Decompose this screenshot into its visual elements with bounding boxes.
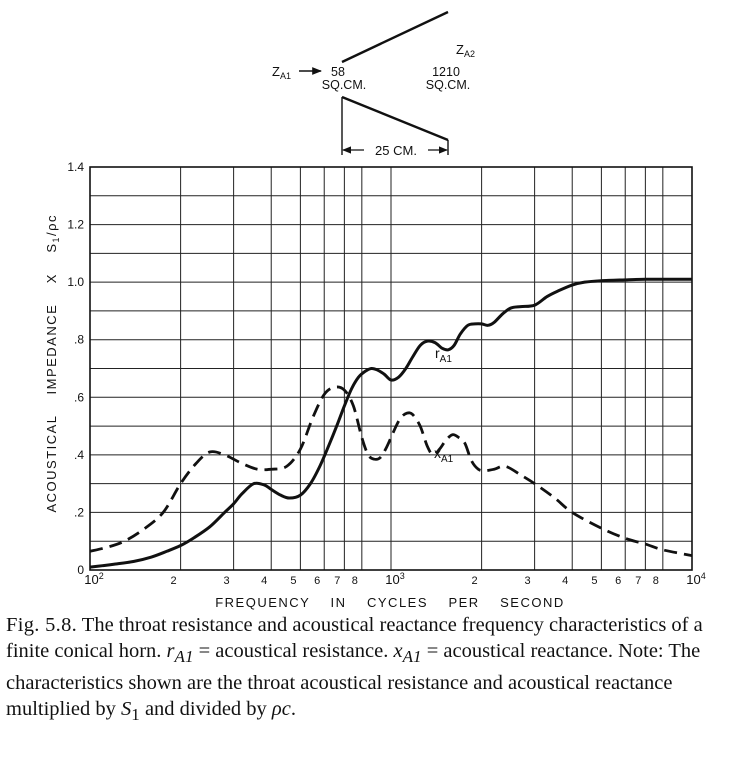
caption-text-1: The throat resistance and acoustical rea… <box>6 614 703 662</box>
x-tick-label-5: 6 <box>314 575 320 587</box>
x-tick-exponent-0: 2 <box>99 571 104 581</box>
throat-area-unit: SQ.CM. <box>322 78 366 92</box>
x-tick-labels: 102 2 3 4 5 6 7 8 103 2 3 4 5 6 7 8 104 <box>84 571 705 587</box>
caption-figure-number: Fig. 5.8. <box>6 614 78 636</box>
y-tick-label-1: .2 <box>74 505 84 519</box>
caption-text-4: and divided by <box>139 698 272 721</box>
mouth-area-unit: SQ.CM. <box>426 78 470 92</box>
caption-r-symbol: r <box>166 640 175 662</box>
x-series-label: xA1 <box>434 445 454 465</box>
mouth-area-value: 1210 <box>432 65 460 79</box>
caption-x-subscript: A1 <box>402 647 422 667</box>
chart-series <box>89 277 693 569</box>
x-tick-label-2: 3 <box>224 575 230 587</box>
x-tick-label-11: 4 <box>562 575 568 587</box>
caption-text-2: = acoustical resistance. <box>193 640 394 662</box>
horn-lower-edge <box>341 95 449 142</box>
figure-caption: Fig. 5.8. The throat resistance and acou… <box>6 612 744 728</box>
horn-diagram: ZA1 ZA2 58 SQ.CM. 1210 SQ.CM. 25 CM. <box>272 10 475 158</box>
x-tick-label-16: 104 <box>686 571 705 587</box>
x-tick-label-1: 2 <box>171 575 177 587</box>
x-tick-label-13: 6 <box>615 575 621 587</box>
series-x-line <box>89 385 693 557</box>
x-tick-label-15: 8 <box>653 575 659 587</box>
caption-pc-symbol: ρc <box>271 698 291 721</box>
y-tick-label-0: 0 <box>77 563 84 577</box>
r-series-label: rA1 <box>435 345 452 365</box>
chart-grid <box>89 166 693 571</box>
y-tick-label-6: 1.2 <box>67 218 84 232</box>
figure: ZA1 ZA2 58 SQ.CM. 1210 SQ.CM. 25 CM. 0.2… <box>44 10 706 610</box>
za1-label: ZA1 <box>272 64 291 81</box>
x-tick-label-14: 7 <box>635 575 641 587</box>
x-tick-exponent-16: 4 <box>701 571 706 581</box>
x-tick-label-3: 4 <box>261 575 267 587</box>
length-label: 25 CM. <box>375 143 417 158</box>
caption-text-3: = acoustical reactance. Note: The charac… <box>6 640 701 721</box>
y-tick-label-2: .4 <box>74 448 84 462</box>
horn-upper-edge <box>341 10 449 64</box>
plot-frame <box>89 166 693 571</box>
y-tick-label-4: .8 <box>74 333 84 347</box>
y-axis-label: ACOUSTICAL IMPEDANCE X S1/ρc <box>44 188 61 547</box>
x-tick-label-0: 102 <box>84 571 103 587</box>
x-tick-label-10: 3 <box>525 575 531 587</box>
y-tick-label-3: .6 <box>74 390 84 404</box>
y-tick-label-5: 1.0 <box>67 275 84 289</box>
caption-s-symbol: S <box>121 698 132 721</box>
caption-r-subscript: A1 <box>174 647 194 667</box>
x-tick-label-7: 8 <box>352 575 358 587</box>
x-axis-label: FREQUENCY IN CYCLES PER SECOND <box>215 595 565 610</box>
caption-x-symbol: x <box>393 640 403 662</box>
impedance-chart: 0.2.4.6.81.01.21.4 102 2 3 4 5 6 7 8 103 2 3 4 5 6 7 8 1… <box>44 160 706 610</box>
x-tick-label-12: 5 <box>591 575 597 587</box>
caption-text-5: . <box>290 698 296 721</box>
x-tick-label-9: 2 <box>472 575 478 587</box>
caption-s-subscript: 1 <box>131 705 140 725</box>
x-tick-exponent-8: 3 <box>400 571 405 581</box>
series-r-line <box>89 277 692 569</box>
x-tick-label-4: 5 <box>290 575 296 587</box>
y-tick-labels: 0 .2 .4 .6 .8 1.0 1.2 1.4 <box>67 160 84 577</box>
za2-label: ZA2 <box>456 42 475 59</box>
y-tick-label-7: 1.4 <box>67 160 84 174</box>
x-tick-label-6: 7 <box>334 575 340 587</box>
x-tick-label-8: 103 <box>385 571 404 587</box>
throat-area-value: 58 <box>331 65 345 79</box>
